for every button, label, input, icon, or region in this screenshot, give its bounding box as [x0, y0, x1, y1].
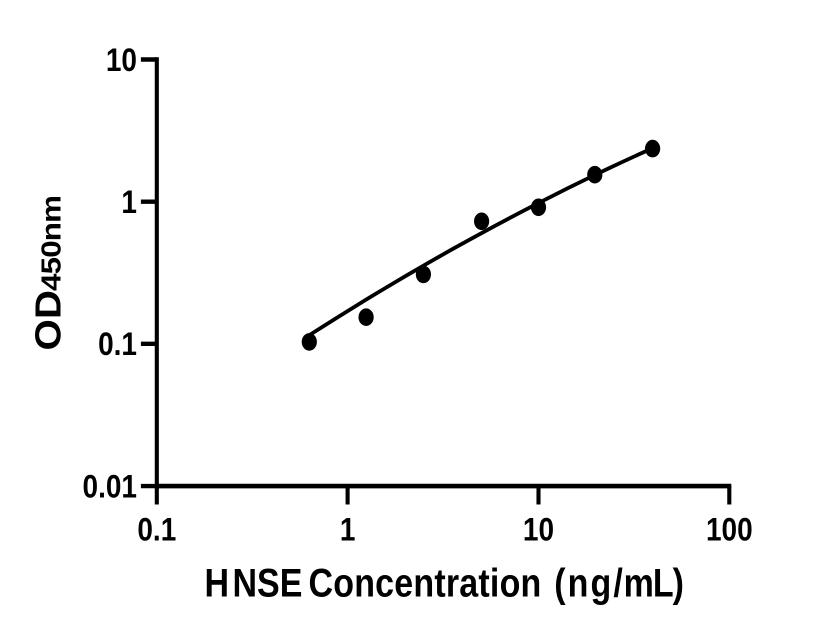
svg-text:(ng/: (ng/ — [554, 561, 625, 605]
svg-text:mL): mL) — [624, 561, 683, 605]
svg-text:10: 10 — [523, 513, 554, 548]
svg-text:OD: OD — [28, 290, 69, 350]
svg-text:10: 10 — [106, 43, 137, 78]
svg-text:Concentration: Concentration — [309, 561, 542, 605]
svg-text:0.01: 0.01 — [83, 470, 138, 505]
svg-text:H: H — [205, 561, 230, 605]
svg-text:100: 100 — [706, 513, 753, 548]
svg-text:450nm: 450nm — [36, 196, 67, 291]
svg-text:NSE: NSE — [233, 561, 303, 605]
svg-text:1: 1 — [121, 185, 137, 220]
svg-text:1: 1 — [340, 513, 356, 548]
svg-text:0.1: 0.1 — [137, 513, 176, 548]
svg-text:0.1: 0.1 — [98, 327, 137, 362]
